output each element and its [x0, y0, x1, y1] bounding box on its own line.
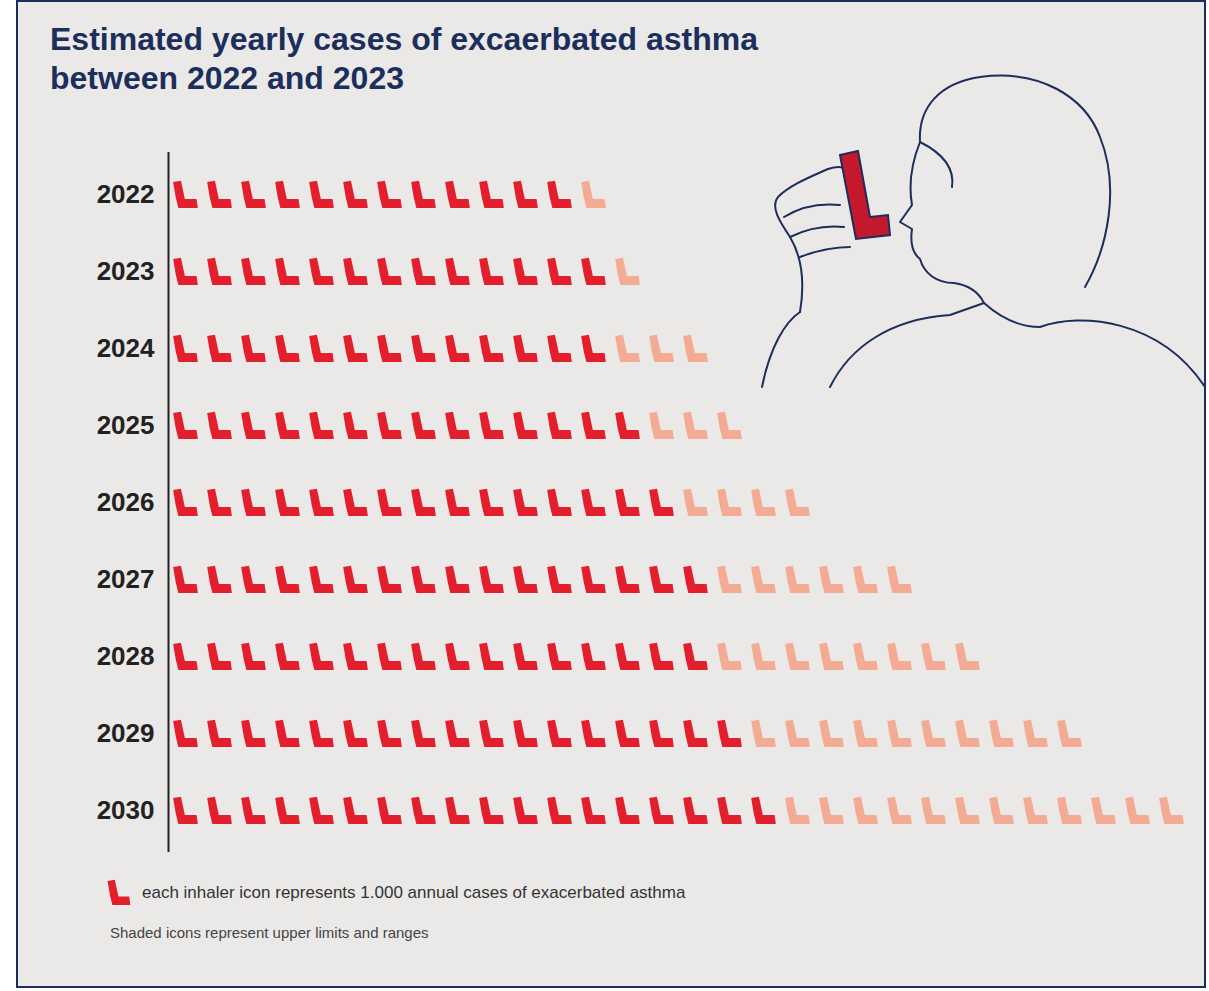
html-text:each inhaler icon represents 1: each inhaler icon represents 1.000 annua…: [142, 883, 686, 902]
svg-text:2022: 2022: [97, 179, 155, 209]
svg-text:2027: 2027: [97, 564, 155, 594]
svg-text:2029: 2029: [97, 718, 155, 748]
svg-text:2023: 2023: [97, 256, 155, 286]
html-text:Shaded icons represent upper l: Shaded icons represent upper limits and …: [110, 924, 429, 941]
svg-text:2025: 2025: [97, 410, 155, 440]
html-text:Estimated yearly cases of exca: Estimated yearly cases of excaerbated as…: [50, 21, 758, 96]
svg-text:2030: 2030: [97, 795, 155, 825]
svg-text:2028: 2028: [97, 641, 155, 671]
svg-text:2024: 2024: [97, 333, 155, 363]
svg-text:2026: 2026: [97, 487, 155, 517]
